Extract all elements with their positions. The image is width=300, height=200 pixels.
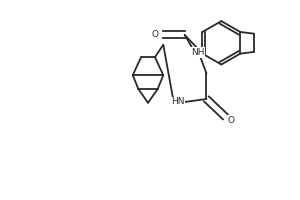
Text: O: O xyxy=(152,30,158,39)
Text: O: O xyxy=(228,116,235,125)
Text: HN: HN xyxy=(171,97,184,106)
Text: NH: NH xyxy=(191,48,204,57)
